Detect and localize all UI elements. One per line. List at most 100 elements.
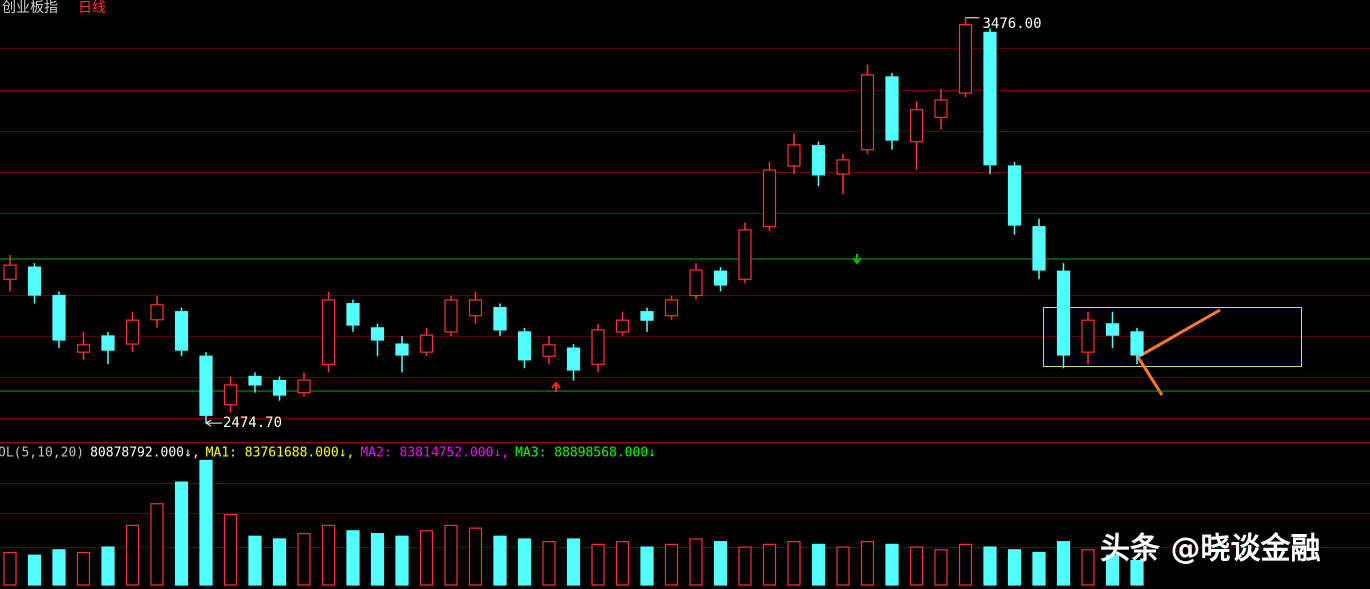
volume-bar xyxy=(493,535,507,586)
candle-body xyxy=(640,311,654,321)
candle-body xyxy=(297,379,311,394)
candle-body xyxy=(199,355,213,416)
candle-body xyxy=(223,384,238,406)
candle-body xyxy=(787,144,801,167)
candle-body xyxy=(52,294,66,341)
volume-bar xyxy=(321,524,336,586)
volume-bar xyxy=(1105,554,1120,586)
volume-bar xyxy=(983,546,997,586)
candle-body xyxy=(738,229,752,280)
candle-body xyxy=(150,304,164,321)
volume-bar xyxy=(444,524,458,586)
volume-bar xyxy=(591,543,605,586)
candle-body xyxy=(885,76,899,141)
candle-body xyxy=(713,270,728,286)
candle-body xyxy=(493,307,507,331)
candle-body xyxy=(591,329,605,365)
volume-bar xyxy=(1032,551,1046,586)
candle-body xyxy=(3,264,17,280)
candle-body xyxy=(689,269,703,297)
volume-bar xyxy=(836,546,850,586)
candle-body xyxy=(615,319,630,333)
period: 日线 xyxy=(78,0,106,16)
candle-body xyxy=(174,311,189,351)
candle-body xyxy=(1105,323,1120,336)
highlight-box xyxy=(1043,307,1302,367)
volume-bar xyxy=(52,549,66,586)
candle-body xyxy=(248,375,262,386)
candle-body xyxy=(1081,319,1095,353)
volume-bar xyxy=(787,541,801,586)
candle-body xyxy=(860,74,875,151)
candle-body xyxy=(419,334,434,353)
volume-bar xyxy=(909,546,924,586)
volume-bar xyxy=(419,530,434,586)
volume-bar xyxy=(811,543,826,586)
candle-body xyxy=(958,24,973,94)
signal-down xyxy=(852,254,862,265)
volume-legend: MA3: 88898568.000↓ xyxy=(515,446,656,461)
candle-body xyxy=(272,379,287,396)
volume-bar xyxy=(517,538,532,586)
candle-body xyxy=(566,347,581,371)
volume-bar xyxy=(150,503,164,586)
candle-body xyxy=(762,169,777,228)
volume-bar xyxy=(174,481,189,586)
volume-bar xyxy=(1130,560,1144,586)
candle-body xyxy=(346,302,360,326)
volume-bar xyxy=(346,530,360,586)
volume-bar xyxy=(223,513,238,586)
volume-bar xyxy=(738,546,752,586)
volume-bar xyxy=(885,543,899,586)
volume-bar xyxy=(272,538,287,586)
volume-legend: 80878792.000↓, xyxy=(90,446,200,461)
price-annotation: 2474.70 xyxy=(223,415,282,431)
candle-body xyxy=(1032,226,1046,271)
volume-bar xyxy=(76,551,91,586)
candle-body xyxy=(664,299,679,317)
candle-body xyxy=(321,299,336,365)
volume-bar xyxy=(101,546,115,586)
candle-body xyxy=(542,344,556,357)
volume-bar xyxy=(395,535,409,586)
price-annotation: 3476.00 xyxy=(983,16,1042,32)
candle-body xyxy=(811,145,826,176)
volume-bar xyxy=(566,538,581,586)
volume-bar xyxy=(297,532,311,586)
candle-body xyxy=(1056,270,1071,356)
volume-bar xyxy=(468,527,483,586)
title: 创业板指 xyxy=(2,0,58,16)
volume-legend: MA1: 83761688.000↓, xyxy=(206,446,355,461)
candle-body xyxy=(444,299,458,333)
candle-body xyxy=(983,31,997,166)
volume-legend: MA2: 83814752.000↓, xyxy=(360,446,509,461)
volume-bar xyxy=(640,546,654,586)
volume-bar xyxy=(370,532,385,586)
candle-body xyxy=(395,343,409,356)
volume-legend: OL(5,10,20) xyxy=(0,446,84,461)
candle-body xyxy=(101,335,115,351)
volume-bar xyxy=(958,543,973,586)
volume-bar xyxy=(199,459,213,586)
volume-bar xyxy=(934,549,948,586)
volume-bar xyxy=(542,541,556,586)
volume-bar xyxy=(1007,549,1022,586)
annotation-arrow xyxy=(1135,308,1221,396)
candle-body xyxy=(468,299,483,317)
candle-body xyxy=(27,266,42,296)
volume-bar xyxy=(860,541,875,586)
volume-bar xyxy=(689,538,703,586)
candle-body xyxy=(76,344,91,353)
volume-bar xyxy=(615,541,630,586)
candle-body xyxy=(934,99,948,118)
volume-bar xyxy=(713,541,728,586)
volume-bar xyxy=(27,554,42,586)
volume-bar xyxy=(1081,549,1095,586)
candle-body xyxy=(370,327,385,341)
candle-body xyxy=(1007,165,1022,226)
volume-bar xyxy=(248,535,262,586)
candle-body xyxy=(125,319,140,345)
candle-body xyxy=(836,159,850,175)
watermark: 头条 @晓谈金融 xyxy=(1100,532,1320,567)
